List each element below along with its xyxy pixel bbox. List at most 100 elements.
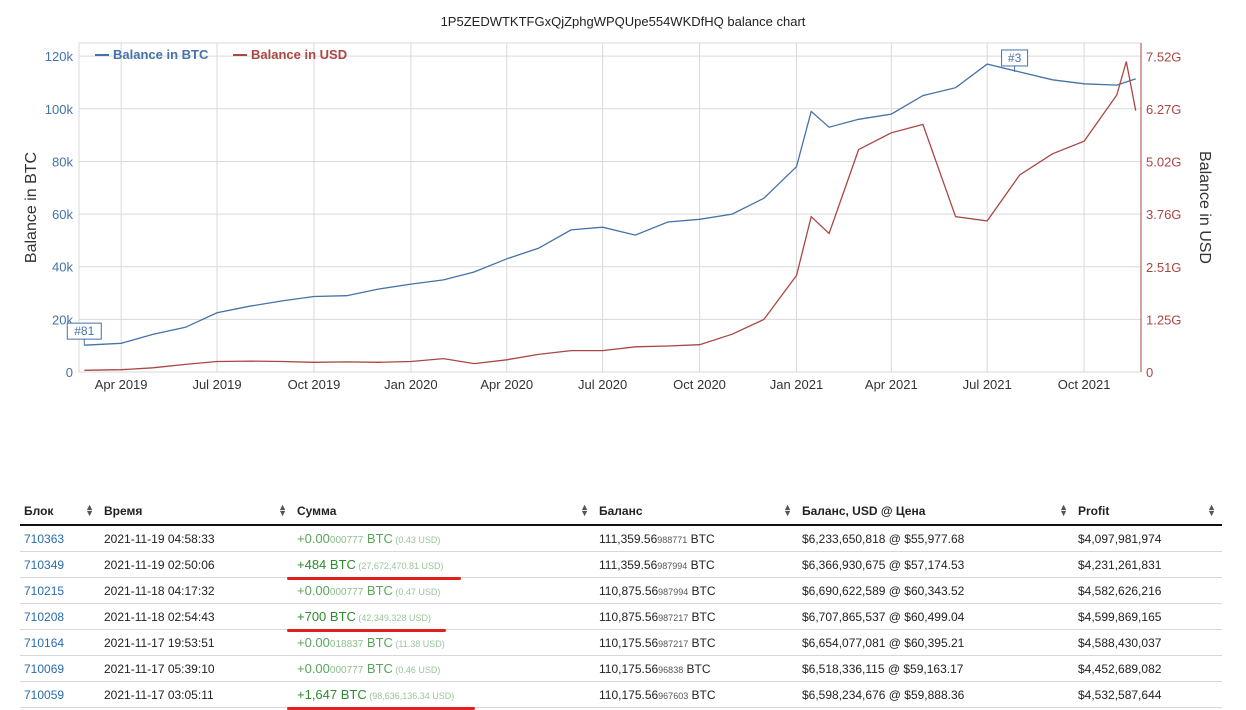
balance-value: 110,875.56 <box>599 609 659 624</box>
amount-value: +0.00 <box>297 661 330 676</box>
grid <box>78 42 1142 373</box>
y-tick-right: 2.51G <box>1146 260 1181 275</box>
amount-usd: (0.47 USD) <box>392 587 441 597</box>
amount-usd: (27,672,470.81 USD) <box>355 561 444 571</box>
cell-block: 710349 <box>20 551 100 578</box>
series-line-btc <box>84 63 1136 346</box>
amount-fraction: 018837 <box>329 639 364 650</box>
balance-value: 111,359.56 <box>599 557 658 572</box>
table-row: 710059 2021-11-17 03:05:11 +1,647 BTC (98,… <box>20 681 1222 710</box>
x-tick: Jul 2020 <box>578 377 627 392</box>
x-tick: Jan 2021 <box>770 377 824 392</box>
amount-fraction: 000777 <box>329 665 364 676</box>
block-link[interactable]: 710059 <box>24 687 65 702</box>
col-header-balance[interactable]: Баланс ▲ ▼ <box>595 497 798 526</box>
balance-fraction: 988771 <box>657 534 688 545</box>
cell-block: 710069 <box>20 655 100 682</box>
cell-block: 710363 <box>20 525 100 552</box>
sort-icon[interactable]: ▲ ▼ <box>1059 502 1068 518</box>
y-tick-right: 7.52G <box>1146 49 1181 64</box>
x-tick: Jul 2019 <box>192 377 241 392</box>
block-link[interactable]: 710208 <box>24 609 65 624</box>
sort-icon[interactable]: ▲ ▼ <box>278 502 287 518</box>
table-row: 710069 2021-11-17 05:39:10 +0.00000777 BTC… <box>20 655 1222 682</box>
sort-icon[interactable]: ▲ ▼ <box>580 502 589 518</box>
balance-unit: BTC <box>688 583 716 598</box>
block-link[interactable]: 710363 <box>24 531 65 546</box>
cell-time: 2021-11-17 05:39:10 <box>100 655 293 682</box>
cell-balance: 110,175.56967603 BTC <box>595 681 798 708</box>
cell-balance-usd: $6,707,865,537 @ $60,499.04 <box>798 603 1074 630</box>
x-tick: Oct 2020 <box>673 377 726 392</box>
cell-profit: $4,588,430,037 <box>1074 629 1222 656</box>
amount-value: +1,647 BTC <box>297 687 367 702</box>
y-tick-left: 120k <box>45 49 74 64</box>
cell-time: 2021-11-18 04:17:32 <box>100 577 293 604</box>
amount-value: +0.00 <box>297 635 330 650</box>
amount-value: +0.00 <box>297 583 330 598</box>
balance-value: 110,875.56 <box>599 583 659 598</box>
legend-item[interactable]: Balance in BTC <box>95 47 209 62</box>
col-header-balance-usd[interactable]: Баланс, USD @ Цена ▲ ▼ <box>798 497 1074 526</box>
cell-profit: $4,452,689,082 <box>1074 655 1222 682</box>
cell-profit: $4,532,587,644 <box>1074 681 1222 708</box>
balance-unit: BTC <box>688 687 716 702</box>
y-tick-right: 6.27G <box>1146 102 1181 117</box>
y-tick-right: 3.76G <box>1146 207 1181 222</box>
balance-unit: BTC <box>688 609 716 624</box>
amount-value: +700 BTC <box>297 609 356 624</box>
balance-value: 110,175.56 <box>599 661 659 676</box>
table-row: 710363 2021-11-19 04:58:33 +0.00000777 BTC… <box>20 525 1222 552</box>
transactions-table: Блок ▲ ▼ Время ▲ ▼ Сумма ▲ ▼ Баланс ▲ ▼ Баланс, … <box>20 497 1222 710</box>
x-tick: Jul 2021 <box>963 377 1012 392</box>
y-tick-left: 60k <box>52 207 73 222</box>
table-row: 710215 2021-11-18 04:17:32 +0.00000777 BTC… <box>20 577 1222 604</box>
cell-balance-usd: $6,690,622,589 @ $60,343.52 <box>798 577 1074 604</box>
balance-fraction: 987994 <box>658 586 689 597</box>
balance-value: 110,175.56 <box>599 635 659 650</box>
cell-time: 2021-11-19 04:58:33 <box>100 525 293 552</box>
y-tick-right: 0 <box>1146 365 1153 380</box>
balance-unit: BTC <box>687 531 715 546</box>
sort-icon[interactable]: ▲ ▼ <box>783 502 792 518</box>
cell-amount: +0.00000777 BTC (0.46 USD) <box>293 655 595 682</box>
y-axis-label-right: Balance in USD <box>1196 151 1213 264</box>
cell-balance: 110,175.5696838 BTC <box>595 655 798 682</box>
table-row: 710349 2021-11-19 02:50:06 +484 BTC (27,67… <box>20 551 1222 580</box>
balance-value: 110,175.56 <box>599 687 659 702</box>
col-header-profit[interactable]: Profit ▲ ▼ <box>1074 497 1222 526</box>
amount-unit: BTC <box>363 583 393 598</box>
col-header-amount[interactable]: Сумма ▲ ▼ <box>293 497 595 526</box>
cell-balance-usd: $6,654,077,081 @ $60,395.21 <box>798 629 1074 656</box>
cell-amount: +484 BTC (27,672,470.81 USD) <box>287 551 595 580</box>
cell-balance: 111,359.56988771 BTC <box>595 525 798 552</box>
block-link[interactable]: 710349 <box>24 557 65 572</box>
sort-icon[interactable]: ▲ ▼ <box>85 502 94 518</box>
balance-fraction: 96838 <box>658 664 684 675</box>
amount-usd: (42,349,328 USD) <box>355 613 431 623</box>
balance-unit: BTC <box>687 557 715 572</box>
cell-amount: +700 BTC (42,349,328 USD) <box>287 603 595 632</box>
cell-time: 2021-11-19 02:50:06 <box>100 551 293 578</box>
cell-profit: $4,599,869,165 <box>1074 603 1222 630</box>
legend-label: Balance in BTC <box>113 47 209 62</box>
y-axis-label-left: Balance in BTC <box>23 152 40 263</box>
block-link[interactable]: 710069 <box>24 661 65 676</box>
col-header-block[interactable]: Блок ▲ ▼ <box>20 497 100 526</box>
cell-profit: $4,582,626,216 <box>1074 577 1222 604</box>
y-tick-left: 40k <box>52 260 73 275</box>
col-header-time[interactable]: Время ▲ ▼ <box>100 497 293 526</box>
amount-value: +0.00 <box>297 531 330 546</box>
block-link[interactable]: 710215 <box>24 583 65 598</box>
amount-fraction: 000777 <box>329 535 364 546</box>
sort-icon[interactable]: ▲ ▼ <box>1207 502 1216 518</box>
y-tick-left: 100k <box>45 102 74 117</box>
balance-chart: 020k40k60k80k100k120k01.25G2.51G3.76G5.0… <box>23 42 1213 392</box>
block-link[interactable]: 710164 <box>24 635 65 650</box>
amount-usd: (98,636,136.34 USD) <box>366 691 455 701</box>
legend-item[interactable]: Balance in USD <box>233 47 347 62</box>
amount-value: +484 BTC <box>297 557 356 572</box>
x-tick: Apr 2019 <box>95 377 148 392</box>
cell-balance: 111,359.56987994 BTC <box>595 551 798 578</box>
legend[interactable]: Balance in BTC Balance in USD <box>95 47 347 62</box>
